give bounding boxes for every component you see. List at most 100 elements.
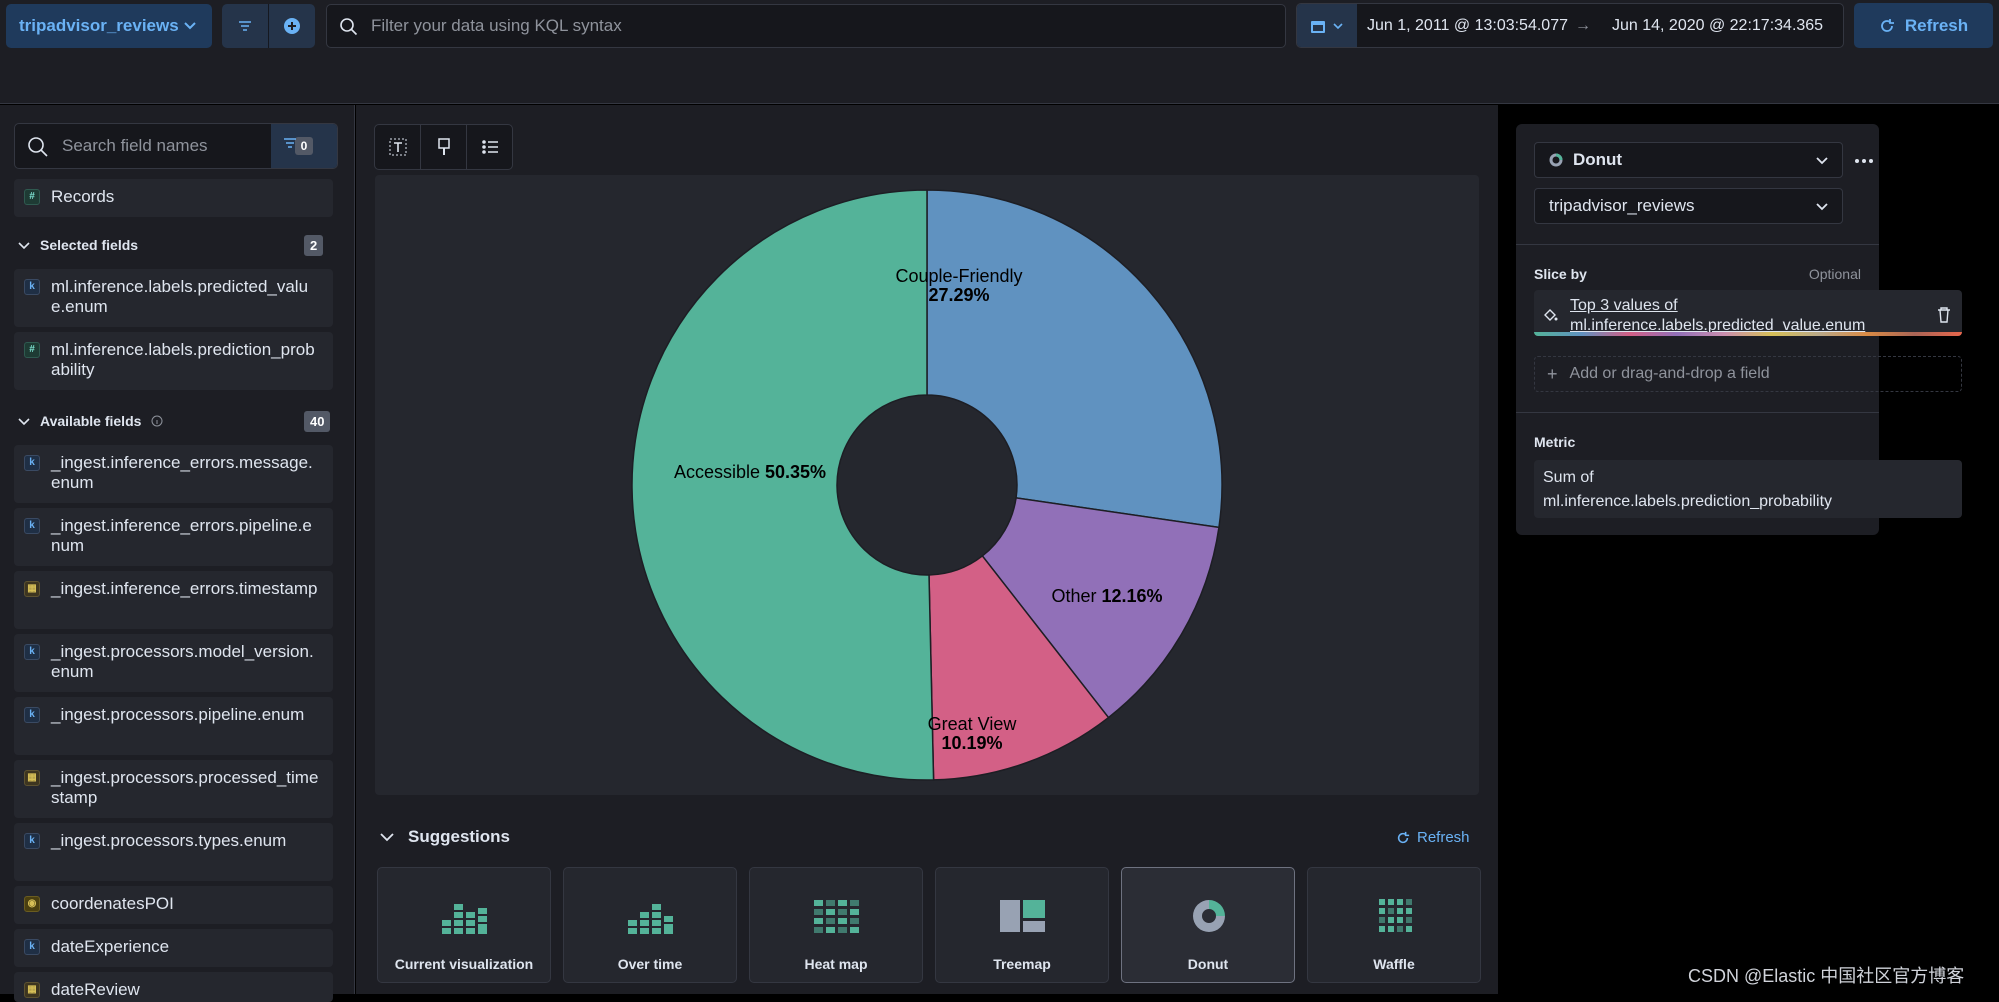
chevron-down-icon: [1816, 203, 1828, 211]
donut-icon: [1193, 900, 1225, 932]
filter-icon: [284, 138, 296, 148]
date-end[interactable]: Jun 14, 2020 @ 22:17:34.365: [1612, 17, 1824, 34]
field-item[interactable]: ▦ _ingest.inference_errors.timestamp: [14, 571, 333, 629]
slice-by-dimension[interactable]: Top 3 values of ml.inference.labels.pred…: [1534, 290, 1962, 336]
keyword-type-icon: k: [24, 833, 40, 849]
selected-count: 2: [304, 235, 324, 256]
date-start[interactable]: Jun 1, 2011 @ 13:03:54.077: [1367, 17, 1568, 34]
field-item[interactable]: # ml.inference.labels.prediction_probabi…: [14, 332, 333, 390]
add-field-label: Add or drag-and-drop a field: [1569, 365, 1770, 382]
chevron-down-icon: [18, 242, 30, 250]
keyword-type-icon: k: [24, 518, 40, 534]
field-name: _ingest.processors.model_version.enum: [51, 642, 314, 681]
plus-circle-icon: [284, 18, 300, 34]
chevron-down-icon: [1333, 22, 1343, 29]
donut-chart[interactable]: Couple-Friendly 27.29% Other 12.16% Great V…: [375, 175, 1479, 795]
metric-value: Sum of ml.inference.labels.prediction_pr…: [1543, 469, 1833, 510]
field-search-input[interactable]: Search field names 0: [14, 123, 338, 169]
suggestion-card-donut[interactable]: Donut: [1121, 867, 1295, 983]
suggestions-toggle[interactable]: Suggestions: [380, 827, 510, 847]
metric-label: Metric: [1534, 434, 1576, 450]
field-name: _ingest.inference_errors.timestamp: [51, 579, 318, 598]
bar-chart-icon: [442, 904, 487, 934]
field-item[interactable]: ▦ _ingest.processors.processed_timestamp: [14, 760, 333, 818]
suggestion-card-treemap[interactable]: Treemap: [935, 867, 1109, 983]
field-name: _ingest.inference_errors.message.enum: [51, 453, 313, 492]
suggestion-card-waffle[interactable]: Waffle: [1307, 867, 1481, 983]
keyword-type-icon: k: [24, 707, 40, 723]
field-item[interactable]: k _ingest.processors.pipeline.enum: [14, 697, 333, 755]
chart-canvas: Couple-Friendly 27.29% Other 12.16% Great V…: [375, 175, 1479, 795]
slice-by-value[interactable]: Top 3 values of ml.inference.labels.pred…: [1570, 297, 1866, 334]
keyword-type-icon: k: [24, 644, 40, 660]
legend-button[interactable]: [467, 125, 512, 169]
appearance-button[interactable]: [421, 125, 467, 169]
number-type-icon: #: [24, 189, 40, 205]
divider: [1516, 244, 1879, 245]
suggestions-title: Suggestions: [408, 827, 511, 846]
filter-options-button[interactable]: [222, 4, 269, 48]
field-item[interactable]: k ml.inference.labels.predicted_value.en…: [14, 269, 333, 327]
chart-type-select[interactable]: Donut: [1534, 142, 1843, 178]
field-item[interactable]: k _ingest.inference_errors.pipeline.enum: [14, 508, 333, 566]
field-name: _ingest.processors.processed_timestamp: [51, 768, 319, 807]
keyword-type-icon: k: [24, 455, 40, 471]
suggestions-refresh-button[interactable]: Refresh: [1396, 829, 1470, 846]
labels-button[interactable]: [375, 125, 421, 169]
refresh-icon: [1397, 831, 1410, 843]
records-field[interactable]: # Records: [14, 179, 333, 217]
suggestion-card-heat-map[interactable]: Heat map: [749, 867, 923, 983]
field-name: Records: [51, 187, 115, 206]
refresh-icon: [1880, 18, 1894, 32]
suggestion-card-current-visualization[interactable]: Current visualization: [377, 867, 551, 983]
donut-slice-couple-friendly[interactable]: [926, 189, 1223, 529]
data-view-picker[interactable]: tripadvisor_reviews: [6, 4, 212, 48]
card-label: Donut: [1187, 956, 1229, 972]
add-field-dropzone[interactable]: + Add or drag-and-drop a field: [1534, 356, 1962, 392]
quick-date-menu-button[interactable]: [1297, 4, 1357, 47]
donut-slice-other[interactable]: [981, 497, 1220, 719]
add-filter-button[interactable]: [269, 4, 315, 48]
layer-data-view-select[interactable]: tripadvisor_reviews: [1534, 188, 1843, 224]
field-item[interactable]: ◉ coordenatesPOI: [14, 886, 333, 924]
more-options-icon[interactable]: [1854, 154, 1874, 172]
data-view-name: tripadvisor_reviews: [19, 16, 179, 35]
trash-icon[interactable]: [1936, 306, 1952, 324]
info-icon[interactable]: [151, 415, 163, 427]
layer-data-view-label: tripadvisor_reviews: [1549, 196, 1695, 215]
field-item[interactable]: k dateExperience: [14, 929, 333, 967]
field-item[interactable]: k _ingest.inference_errors.message.enum: [14, 445, 333, 503]
date-type-icon: ▦: [24, 581, 40, 597]
field-item[interactable]: ▦ dateReview: [14, 972, 333, 1002]
selected-fields-toggle[interactable]: Selected fields: [18, 237, 138, 253]
field-type-filter-button[interactable]: 0: [271, 124, 337, 168]
slice-label: Accessible 50.35%: [674, 462, 826, 482]
waffle-icon: [1379, 899, 1412, 932]
suggestion-card-over-time[interactable]: Over time: [563, 867, 737, 983]
search-icon: [28, 137, 48, 157]
brush-icon: [437, 138, 450, 155]
field-name: ml.inference.labels.predicted_value.enum: [51, 277, 309, 316]
card-label: Waffle: [1373, 956, 1415, 972]
slice-label: Great View 10.19%: [928, 714, 1018, 753]
field-name: _ingest.processors.types.enum: [51, 831, 287, 850]
date-range-picker: Jun 1, 2011 @ 13:03:54.077 → Jun 14, 202…: [1296, 3, 1844, 48]
card-label: Over time: [617, 956, 683, 972]
field-item[interactable]: k _ingest.processors.model_version.enum: [14, 634, 333, 692]
chevron-down-icon: [380, 833, 394, 842]
available-fields-title: Available fields: [40, 413, 142, 429]
kql-query-input[interactable]: Filter your data using KQL syntax: [326, 4, 1286, 48]
filter-bar: userName: flyingtolive ×: [0, 56, 1999, 150]
donut-slice-great-view[interactable]: [928, 554, 1110, 781]
keyword-type-icon: k: [24, 279, 40, 295]
donut-slice-accessible[interactable]: [631, 189, 935, 781]
optional-label: Optional: [1808, 266, 1861, 282]
metric-dimension[interactable]: Sum of ml.inference.labels.prediction_pr…: [1534, 460, 1962, 518]
slice-by-label: Slice by: [1534, 266, 1587, 282]
filter-button-group: [222, 4, 315, 48]
field-item[interactable]: k _ingest.processors.types.enum: [14, 823, 333, 881]
refresh-button[interactable]: Refresh: [1854, 3, 1993, 48]
bar-chart-icon: [628, 904, 673, 934]
field-name: dateExperience: [51, 937, 170, 956]
available-fields-toggle[interactable]: Available fields: [18, 413, 163, 429]
